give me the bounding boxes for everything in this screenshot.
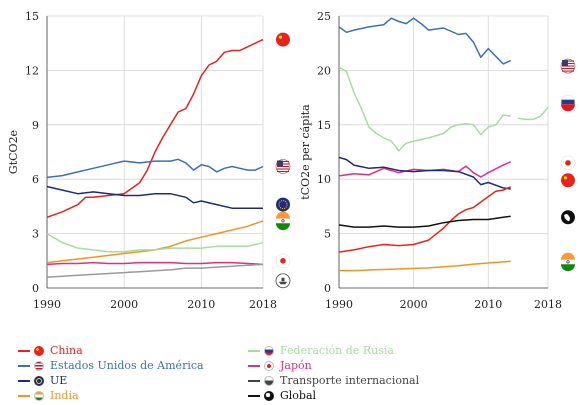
y-tick-label: 9 xyxy=(32,119,39,132)
india-flag-saffron xyxy=(276,211,290,219)
japan-flag-icon xyxy=(264,360,274,371)
x-tick-label: 1990 xyxy=(33,298,61,311)
legend-item-global: Global xyxy=(248,389,316,402)
x-tick-label: 2018 xyxy=(249,298,277,311)
x-tick-label: 2010 xyxy=(474,298,502,311)
series-line-china xyxy=(46,38,264,219)
chart-total-emissions: 0 3 6 9 12 15 1990 2000 2010 2018 GtCO2e xyxy=(7,10,291,311)
legend-item-china: China xyxy=(18,344,83,357)
legend-line-shipping xyxy=(248,379,260,382)
x-tick-label: 2000 xyxy=(400,298,428,311)
legend-line-russia xyxy=(248,349,260,352)
eu-flag-icon xyxy=(34,375,44,386)
series-line-china xyxy=(338,186,512,253)
y-tick-label: 25 xyxy=(317,10,331,23)
india-flag-icon xyxy=(34,390,44,401)
y-tick-label: 0 xyxy=(324,282,331,295)
x-tick-label: 2010 xyxy=(187,298,215,311)
y-tick-label: 20 xyxy=(317,64,331,77)
eu-flag-stars xyxy=(278,200,288,210)
series-icons xyxy=(560,58,576,272)
x-tick-label: 2018 xyxy=(534,298,562,311)
series-line-ue xyxy=(338,156,511,190)
legend-line-japan xyxy=(248,364,260,367)
japan-flag-sun xyxy=(565,160,571,166)
legend-label-eu: UE xyxy=(50,374,68,387)
russia-flag-blue xyxy=(561,99,575,105)
legend-line-china xyxy=(18,349,30,352)
legend-item-japan: Japón xyxy=(248,359,312,372)
series-line-estados-unidos-de-america xyxy=(338,17,512,65)
ship-funnel xyxy=(281,277,285,282)
y-tick-label: 10 xyxy=(317,173,331,186)
legend-item-usa: Estados Unidos de América xyxy=(18,359,204,372)
y-tick-label: 5 xyxy=(324,228,331,241)
china-flag-icon xyxy=(561,173,575,188)
legend-label-russia: Federación de Rusia xyxy=(280,344,394,357)
usa-flag-icon xyxy=(34,360,44,371)
china-flag-star xyxy=(278,35,283,39)
russia-flag-icon xyxy=(264,345,274,356)
series-line-federacion-de-rusia xyxy=(338,66,511,152)
legend-item-russia: Federación de Rusia xyxy=(248,344,394,357)
series-line-japon xyxy=(46,261,264,266)
legend-label-shipping: Transporte internacional xyxy=(280,374,420,387)
legend-label-usa: Estados Unidos de América xyxy=(50,359,204,372)
legend-line-global xyxy=(248,394,260,397)
india-flag-green xyxy=(561,264,575,272)
legend-label-global: Global xyxy=(280,389,317,402)
legend-line-usa xyxy=(18,364,30,367)
ship-icon xyxy=(264,375,274,386)
y-tick-label: 12 xyxy=(25,64,39,77)
y-tick-label: 6 xyxy=(32,173,39,186)
china-flag-icon xyxy=(34,345,44,356)
globe-icon xyxy=(264,390,274,401)
x-tick-label: 1990 xyxy=(325,298,353,311)
japan-flag-sun xyxy=(280,258,286,264)
y-tick-label: 0 xyxy=(32,282,39,295)
legend-label-japan: Japón xyxy=(280,359,312,372)
legend-line-india xyxy=(18,394,30,397)
y-tick-label: 3 xyxy=(32,228,39,241)
india-flag-green xyxy=(276,223,290,231)
series-line-federacion-de-rusia xyxy=(46,232,264,253)
india-flag-wheel xyxy=(566,260,570,264)
chart-per-capita-emissions: 0 5 10 15 20 25 1990 2000 2010 2018 tCO2e per cápi… xyxy=(300,10,576,311)
eu-flag-icon xyxy=(276,197,290,212)
legend-item-shipping: Transporte internacional xyxy=(248,374,419,387)
series-icons xyxy=(275,32,291,289)
x-tick-label: 2000 xyxy=(110,298,138,311)
china-flag-star xyxy=(563,176,568,180)
y-tick-label: 15 xyxy=(25,10,39,23)
series-line-federacion-de-rusia xyxy=(517,106,549,121)
legend-item-eu: UE xyxy=(18,374,67,387)
series-line-india xyxy=(339,260,511,272)
series-line-global xyxy=(338,215,511,228)
usa-flag-canton xyxy=(277,160,283,167)
russia-flag-red xyxy=(561,104,575,112)
series-line-japon xyxy=(338,161,512,178)
india-flag-wheel xyxy=(281,219,285,223)
y-axis-label: GtCO2e xyxy=(7,130,20,174)
legend-item-india: India xyxy=(18,389,79,402)
legend-line-eu xyxy=(18,379,30,382)
globe-continent xyxy=(564,213,570,222)
usa-flag-canton xyxy=(562,60,568,67)
series-line-transporte-internacional xyxy=(46,263,264,278)
india-flag-saffron xyxy=(561,252,575,260)
y-tick-label: 15 xyxy=(317,119,331,132)
series-line-ue xyxy=(46,185,263,209)
china-flag-icon xyxy=(276,32,290,47)
legend: China Estados Unidos de América UE India… xyxy=(0,336,579,405)
ship-hull xyxy=(279,281,287,285)
legend-label-china: China xyxy=(50,344,83,357)
y-axis-label: tCO2e per cápita xyxy=(300,104,312,200)
series-line-estados-unidos-de-america xyxy=(46,158,264,179)
series-line-india xyxy=(46,220,264,264)
legend-label-india: India xyxy=(50,389,79,402)
